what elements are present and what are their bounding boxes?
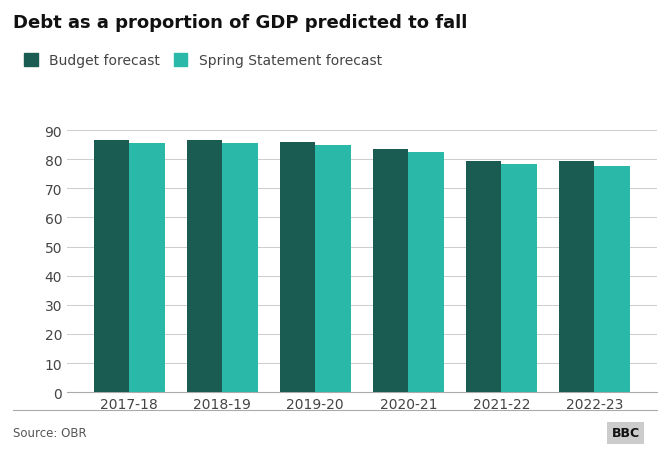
Bar xyxy=(466,161,501,392)
Legend: Budget forecast, Spring Statement forecast: Budget forecast, Spring Statement foreca… xyxy=(24,54,382,68)
Bar xyxy=(408,152,444,392)
Bar xyxy=(559,161,594,392)
Bar xyxy=(94,141,129,392)
Bar xyxy=(501,164,537,392)
Bar xyxy=(594,167,630,392)
Text: BBC: BBC xyxy=(612,427,640,439)
Bar xyxy=(280,143,316,392)
Bar xyxy=(187,141,222,392)
Bar xyxy=(222,144,257,392)
Bar xyxy=(373,150,408,392)
Bar xyxy=(316,145,350,392)
Text: Source: OBR: Source: OBR xyxy=(13,427,87,439)
Text: Debt as a proportion of GDP predicted to fall: Debt as a proportion of GDP predicted to… xyxy=(13,14,468,32)
Bar xyxy=(129,144,165,392)
